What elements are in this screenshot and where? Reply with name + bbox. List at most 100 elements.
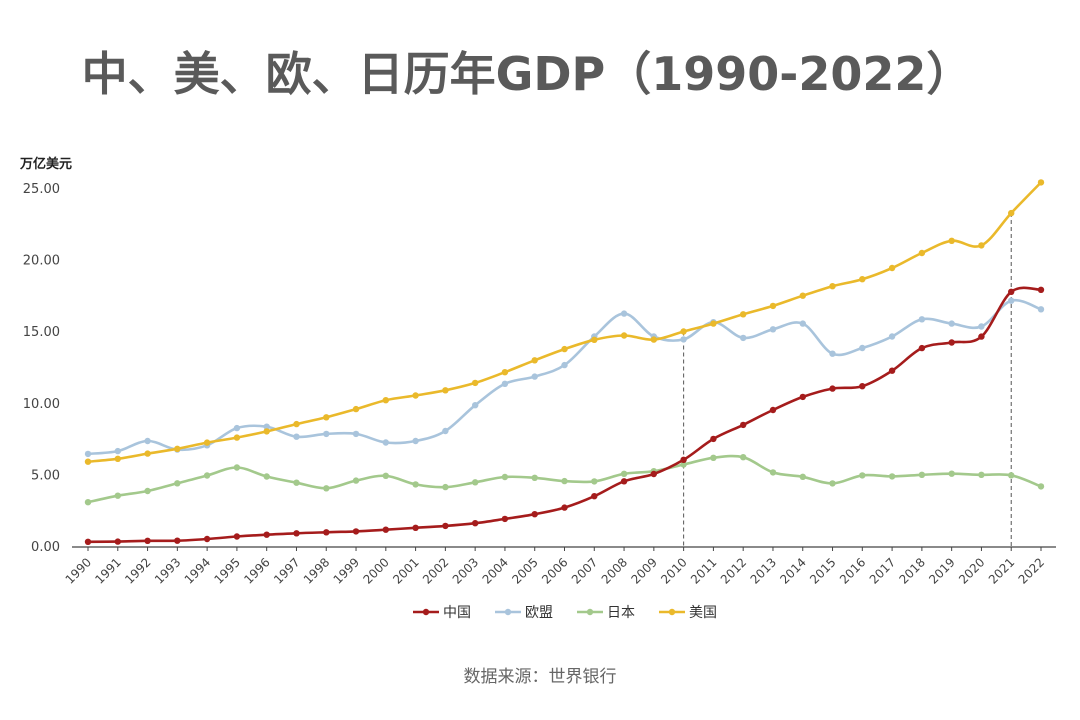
data-point [1037,179,1045,186]
data-point [1037,286,1045,293]
data-point [710,320,717,327]
data-point [859,472,866,479]
data-point [352,430,360,438]
data-point [412,481,419,488]
data-point [531,511,538,518]
data-point [769,406,777,414]
data-point [769,469,777,476]
legend-marker [504,608,512,616]
legend-label: 欧盟 [525,605,553,621]
data-point [620,310,628,317]
data-point [442,427,449,435]
x-tick-label: 2003 [450,555,481,586]
data-point [531,357,538,364]
data-point [442,522,449,530]
series-1 [84,297,1045,458]
data-point [1037,483,1045,490]
legend-marker [422,608,430,616]
data-point [1008,297,1015,304]
series-line [87,181,1042,463]
legend-marker [586,608,594,616]
data-point [263,423,270,430]
legend-item: 中国 [413,605,471,621]
data-point [948,339,955,346]
data-point [948,470,955,477]
data-point [203,472,211,479]
x-tick-label: 2015 [807,555,838,586]
series-0 [84,286,1045,545]
data-point [472,479,479,486]
data-point [769,302,777,310]
data-point [859,383,866,390]
data-point [263,428,270,435]
data-point [233,424,241,432]
data-point [412,437,419,445]
x-tick-label: 2022 [1016,555,1047,586]
data-point [382,439,389,446]
data-point [918,249,926,257]
x-tick-label: 2010 [658,555,689,586]
x-tick-label: 1998 [301,555,332,586]
data-point [918,344,926,352]
data-point [144,437,151,445]
data-point [918,316,926,323]
data-point [680,336,687,343]
data-point [174,445,181,452]
data-point [382,397,389,404]
x-tick-label: 1995 [212,555,243,586]
data-point [829,385,836,392]
data-point [114,447,122,455]
data-point [352,477,360,484]
x-tick-label: 1991 [92,555,123,586]
data-point [472,520,479,527]
legend-label: 中国 [443,605,471,621]
data-point [859,344,866,352]
data-point [769,326,777,333]
legend-label: 美国 [689,605,717,621]
series-layer [84,179,1045,545]
source-note: 数据来源：世界银行 [464,667,617,687]
series-3 [84,179,1045,465]
data-point [561,477,568,485]
x-tick-label: 2018 [896,555,927,586]
data-point [799,292,806,299]
data-point [174,480,181,487]
data-point [978,333,985,340]
data-point [144,537,151,544]
data-point [263,473,270,480]
x-tick-label: 2007 [569,555,600,586]
data-point [263,531,270,538]
data-point [561,345,568,353]
data-point [412,392,419,399]
data-point [680,328,687,335]
data-point [650,336,657,343]
data-point [561,361,568,369]
x-tick-label: 1990 [63,555,94,586]
y-tick-label: 20.00 [23,254,60,269]
x-tick-label: 2000 [360,555,391,586]
data-point [620,470,628,477]
series-line [87,298,1042,456]
y-tick-label: 0.00 [31,540,60,555]
x-tick-label: 1992 [122,555,153,586]
data-point [293,530,300,537]
legend: 中国 欧盟 日本 美国 [413,605,717,621]
data-point [888,264,896,272]
data-point [650,470,657,478]
data-point [888,333,896,340]
data-point [323,430,330,438]
data-point [84,538,92,545]
data-point [352,405,360,413]
data-point [1008,288,1015,295]
data-point [233,533,241,540]
data-point [531,474,538,481]
data-point [1037,306,1045,313]
x-tick-label: 2014 [777,555,808,586]
data-point [561,504,568,511]
data-point [233,434,241,441]
data-point [740,421,747,429]
data-point [323,414,330,421]
data-point [740,454,747,461]
data-point [84,499,92,506]
data-point [472,379,479,387]
